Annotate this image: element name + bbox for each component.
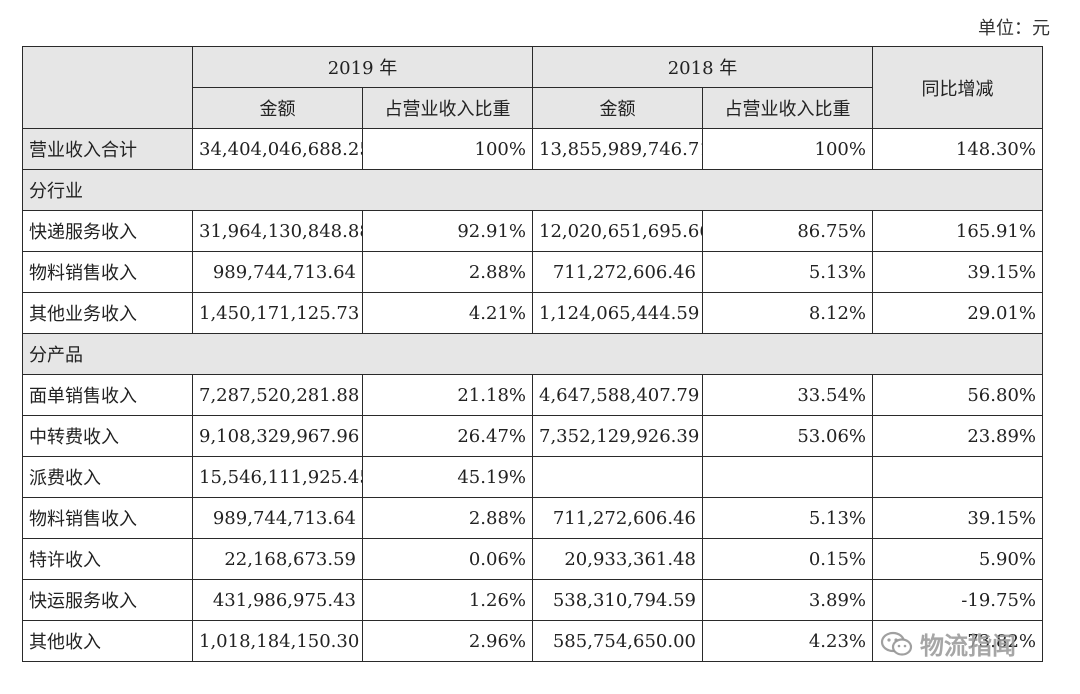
share-2019-cell: 2.88% — [362, 251, 533, 293]
share-2019-cell: 4.21% — [362, 292, 533, 334]
section-header-row: 分行业 — [22, 169, 1043, 211]
header-row-years: 2019 年 2018 年 同比增减 — [22, 46, 1043, 129]
row-label-cell: 物料销售收入 — [22, 497, 193, 539]
yoy-cell: 165.91% — [872, 210, 1043, 252]
yoy-cell — [872, 456, 1043, 498]
amount-2019-cell: 989,744,713.64 — [192, 251, 363, 293]
total-row: 营业收入合计 34,404,046,688.25 100% 13,855,989… — [22, 128, 1043, 170]
share-2018-cell: 53.06% — [702, 415, 873, 457]
header-yoy-change: 同比增减 — [872, 46, 1043, 129]
share-2018-cell: 0.15% — [702, 538, 873, 580]
share-2019-cell: 1.26% — [362, 579, 533, 621]
watermark: 物流指闻 — [880, 626, 1016, 661]
table-row: 中转费收入 9,108,329,967.96 26.47% 7,352,129,926… — [22, 415, 1043, 457]
row-label-cell: 面单销售收入 — [22, 374, 193, 416]
header-share-2019: 占营业收入比重 — [362, 87, 533, 129]
table-row: 物料销售收入 989,744,713.64 2.88% 711,272,606.46 5… — [22, 251, 1043, 293]
amount-2019-cell: 31,964,130,848.88 — [192, 210, 363, 252]
unit-note: 单位：元 — [978, 18, 1050, 39]
yoy-cell: 29.01% — [872, 292, 1043, 334]
header-row-columns: 金额 占营业收入比重 金额 占营业收入比重 — [23, 87, 1043, 129]
table-row: 面单销售收入 7,287,520,281.88 21.18% 4,647,588,40… — [22, 374, 1043, 416]
row-label-cell: 派费收入 — [22, 456, 193, 498]
total-label: 营业收入合计 — [22, 128, 193, 170]
amount-2019-cell: 1,450,171,125.73 — [192, 292, 363, 334]
amount-2019-cell: 15,546,111,925.45 — [192, 456, 363, 498]
share-2018-cell: 3.89% — [702, 579, 873, 621]
share-2018-cell: 5.13% — [702, 497, 873, 539]
share-2019-cell: 21.18% — [362, 374, 533, 416]
total-amount-2018: 13,855,989,746.71 — [532, 128, 703, 170]
amount-2019-cell: 431,986,975.43 — [192, 579, 363, 621]
amount-2019-cell: 989,744,713.64 — [192, 497, 363, 539]
table-row: 快运服务收入 431,986,975.43 1.26% 538,310,794.59 3… — [22, 579, 1043, 621]
amount-2018-cell: 1,124,065,444.59 — [532, 292, 703, 334]
total-share-2018: 100% — [702, 128, 873, 170]
share-2018-cell: 4.23% — [702, 620, 873, 662]
row-label-cell: 快递服务收入 — [22, 210, 193, 252]
table-row: 特许收入 22,168,673.59 0.06% 20,933,361.48 0.15%… — [22, 538, 1043, 580]
watermark-text: 物流指闻 — [920, 632, 1016, 660]
amount-2018-cell: 585,754,650.00 — [532, 620, 703, 662]
total-amount-2019: 34,404,046,688.25 — [192, 128, 363, 170]
section-title: 分产品 — [22, 333, 1043, 375]
share-2019-cell: 26.47% — [362, 415, 533, 457]
amount-2019-cell: 22,168,673.59 — [192, 538, 363, 580]
row-label-cell: 其他业务收入 — [22, 292, 193, 334]
share-2019-cell: 0.06% — [362, 538, 533, 580]
table-row: 快递服务收入 31,964,130,848.88 92.91% 12,020,651,… — [22, 210, 1043, 252]
share-2018-cell: 8.12% — [702, 292, 873, 334]
table-row: 派费收入 15,546,111,925.45 45.19% — [22, 456, 1043, 498]
share-2018-cell — [702, 456, 873, 498]
amount-2018-cell: 711,272,606.46 — [532, 497, 703, 539]
share-2019-cell: 2.88% — [362, 497, 533, 539]
share-2019-cell: 92.91% — [362, 210, 533, 252]
header-share-2018: 占营业收入比重 — [702, 87, 873, 129]
row-label-cell: 中转费收入 — [22, 415, 193, 457]
header-year-2018: 2018 年 — [532, 46, 873, 88]
row-label-cell: 物料销售收入 — [22, 251, 193, 293]
amount-2018-cell: 711,272,606.46 — [532, 251, 703, 293]
share-2019-cell: 2.96% — [362, 620, 533, 662]
share-2018-cell: 5.13% — [702, 251, 873, 293]
yoy-cell: 39.15% — [872, 251, 1043, 293]
total-yoy: 148.30% — [872, 128, 1043, 170]
total-share-2019: 100% — [362, 128, 533, 170]
header-year-2019: 2019 年 — [192, 46, 533, 88]
yoy-cell: -19.75% — [872, 579, 1043, 621]
amount-2019-cell: 7,287,520,281.88 — [192, 374, 363, 416]
revenue-table: 2019 年 2018 年 同比增减 金额 占营业收入比重 金额 占营业收入比重… — [22, 46, 1043, 662]
table-row: 其他业务收入 1,450,171,125.73 4.21% 1,124,065,444… — [22, 292, 1043, 334]
yoy-cell: 56.80% — [872, 374, 1043, 416]
amount-2018-cell: 538,310,794.59 — [532, 579, 703, 621]
yoy-cell: 23.89% — [872, 415, 1043, 457]
amount-2018-cell: 4,647,588,407.79 — [532, 374, 703, 416]
amount-2018-cell — [532, 456, 703, 498]
share-2018-cell: 86.75% — [702, 210, 873, 252]
amount-2019-cell: 1,018,184,150.30 — [192, 620, 363, 662]
header-amount-2019: 金额 — [192, 87, 363, 129]
amount-2019-cell: 9,108,329,967.96 — [192, 415, 363, 457]
table-row: 物料销售收入 989,744,713.64 2.88% 711,272,606.46 5… — [22, 497, 1043, 539]
amount-2018-cell: 20,933,361.48 — [532, 538, 703, 580]
header-amount-2018: 金额 — [532, 87, 703, 129]
share-2018-cell: 33.54% — [702, 374, 873, 416]
row-label-cell: 特许收入 — [22, 538, 193, 580]
header-blank-cell — [22, 46, 193, 129]
row-label-cell: 快运服务收入 — [22, 579, 193, 621]
section-header-row: 分产品 — [22, 333, 1043, 375]
yoy-cell: 39.15% — [872, 497, 1043, 539]
amount-2018-cell: 7,352,129,926.39 — [532, 415, 703, 457]
section-title: 分行业 — [22, 169, 1043, 211]
yoy-cell: 5.90% — [872, 538, 1043, 580]
share-2019-cell: 45.19% — [362, 456, 533, 498]
row-label-cell: 其他收入 — [22, 620, 193, 662]
amount-2018-cell: 12,020,651,695.66 — [532, 210, 703, 252]
wechat-icon — [880, 630, 914, 658]
